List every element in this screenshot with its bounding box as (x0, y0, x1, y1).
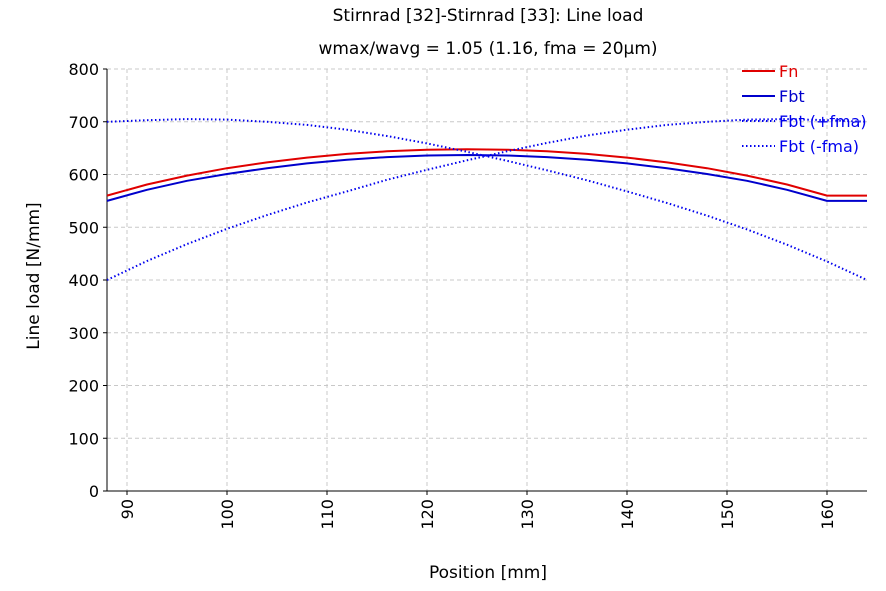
series-line-4 (106, 118, 868, 281)
legend: Fn Fbt Fbt (+fma) Fbt (-fma) (742, 62, 867, 156)
x-tick-label: 100 (218, 499, 237, 530)
y-axis-label: Line load [N/mm] (24, 202, 44, 349)
y-tick-label: 700 (68, 113, 99, 132)
series-layer (106, 118, 868, 281)
x-tick-label: 140 (618, 499, 637, 530)
grid (107, 68, 867, 492)
legend-label: Fbt (779, 87, 805, 106)
y-tick-label: 100 (68, 429, 99, 448)
series-line-1 (106, 148, 867, 197)
x-axis-label: Position [mm] (429, 563, 547, 583)
y-tick-label: 800 (68, 60, 99, 79)
y-tick-label: 0 (89, 482, 99, 501)
x-tick-label: 150 (718, 499, 737, 530)
x-tick-label: 130 (518, 499, 537, 530)
chart-title: Stirnrad [32]-Stirnrad [33]: Line load (333, 6, 644, 26)
y-tick-label: 500 (68, 218, 99, 237)
chart-subtitle: wmax/wavg = 1.05 (1.16, fma = 20µm) (318, 39, 657, 59)
x-tick-label: 160 (818, 499, 837, 530)
x-axis: 90 100 110 120 130 140 150 160 (118, 491, 837, 530)
series-line-3 (106, 118, 868, 281)
x-tick-label: 90 (118, 499, 137, 519)
legend-label: Fbt (+fma) (779, 112, 867, 131)
x-tick-label: 120 (418, 499, 437, 530)
y-tick-label: 400 (68, 271, 99, 290)
x-tick-label: 110 (318, 499, 337, 530)
legend-label: Fbt (-fma) (779, 137, 859, 156)
legend-label: Fn (779, 62, 798, 81)
y-tick-label: 600 (68, 166, 99, 185)
y-axis: 0 100 200 300 400 500 600 700 800 (68, 60, 107, 501)
y-tick-label: 300 (68, 324, 99, 343)
y-tick-label: 200 (68, 377, 99, 396)
